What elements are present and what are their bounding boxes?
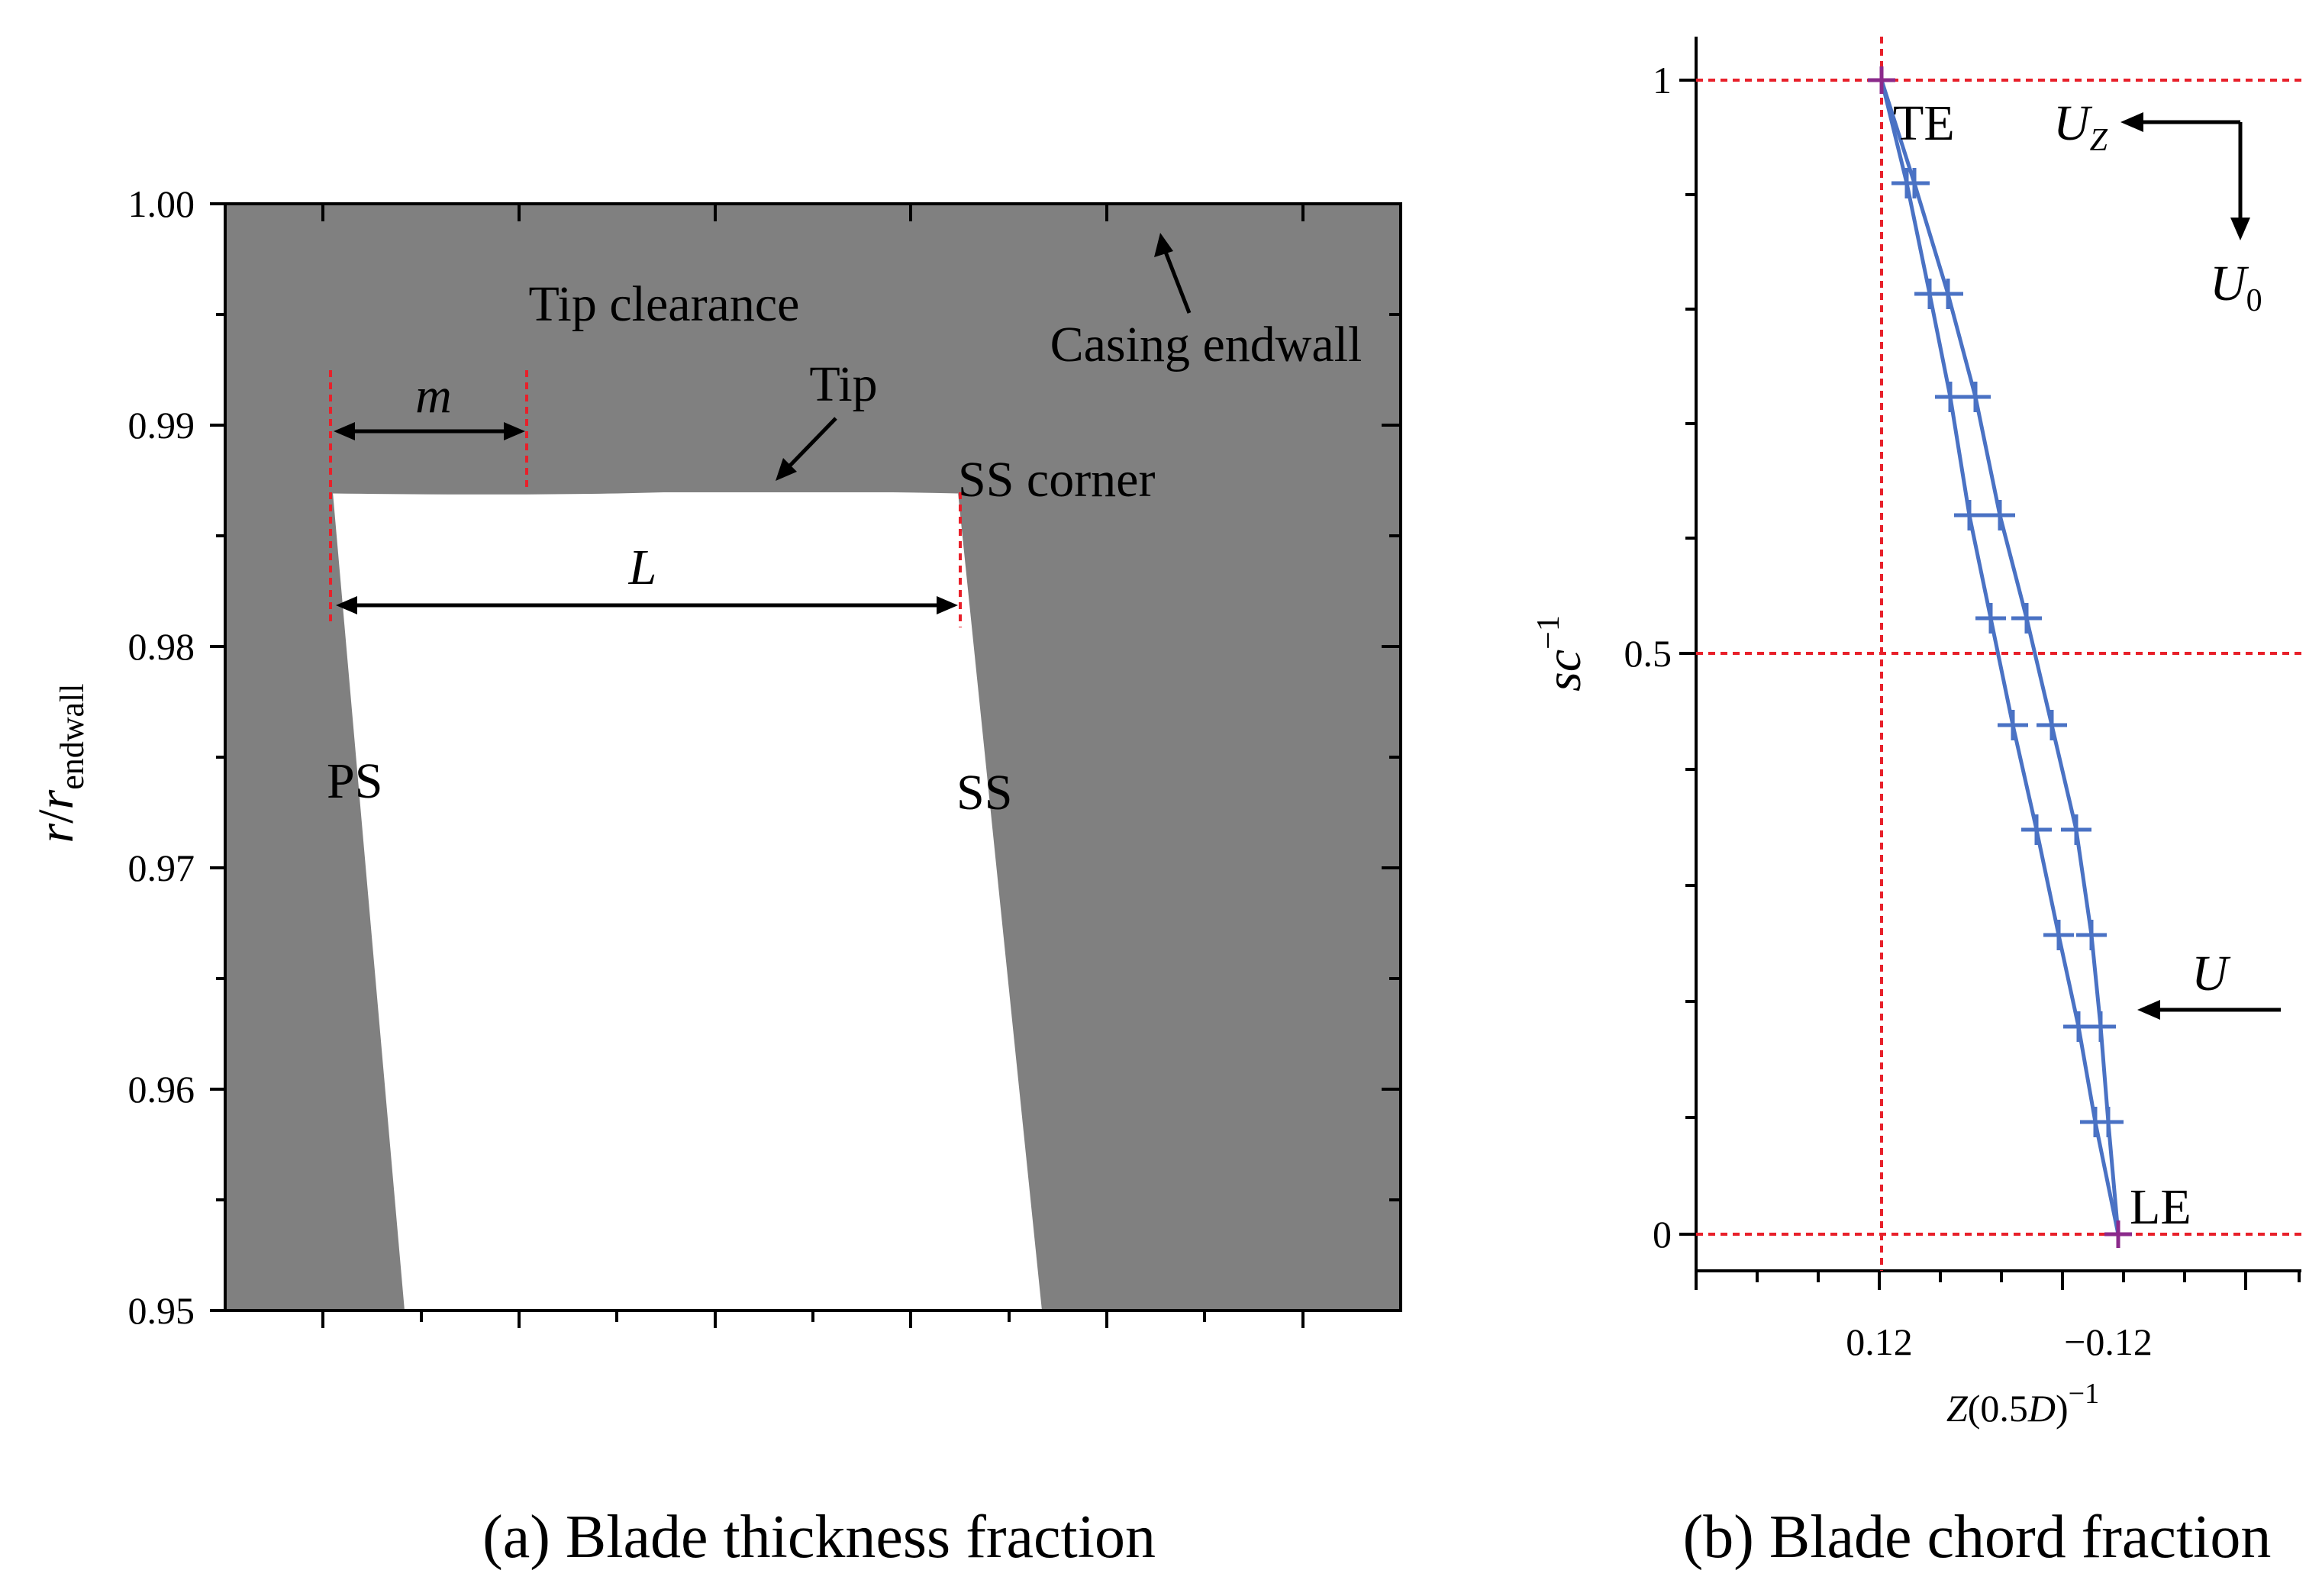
marker-pair [1954, 500, 2015, 530]
panel-b-caption: (b) Blade chord fraction [1683, 1504, 2272, 1571]
profile-markers [1891, 168, 2124, 1137]
marker-pair [2043, 920, 2107, 950]
y-tick-label: 0 [1653, 1213, 1672, 1256]
panel-a-guides [329, 370, 962, 627]
marker-pair [2063, 1011, 2116, 1042]
ss-corner-label: SS corner [958, 452, 1155, 508]
panel-b-x-axis-label: Z(0.5D)−1 [1946, 1378, 2099, 1430]
profile-lower-surface [1879, 79, 2120, 1235]
u-label: U [2191, 946, 2231, 1001]
l-label: L [628, 540, 657, 595]
panel-b: 1 0.5 0 0.12 −0.12 sc−1 Z(0.5D)−1 [1531, 37, 2301, 1571]
marker-pair [1935, 382, 1991, 412]
u-arrow [2137, 1000, 2281, 1020]
marker-pair [1891, 168, 1930, 198]
te-label: TE [1893, 95, 1955, 151]
panel-a-y-axis-label: r/rendwall [28, 683, 91, 843]
panel-a-y-tick-labels: 1.00 0.99 0.98 0.97 0.96 0.95 [128, 182, 195, 1332]
panel-a: 1.00 0.99 0.98 0.97 0.96 0.95 r/rendwall… [28, 182, 1402, 1571]
marker-pair [2080, 1107, 2124, 1137]
profile-endpoints [1868, 66, 2132, 1248]
casing-endwall-label: Casing endwall [1050, 317, 1363, 372]
uz-label: UZ [2053, 95, 2108, 158]
m-dimension-arrow [334, 422, 525, 440]
marker-pair [1975, 603, 2042, 634]
y-tick-label: 1.00 [128, 182, 195, 225]
le-point [2104, 1220, 2132, 1248]
y-tick-label: 0.98 [128, 625, 195, 668]
u0-label: U0 [2210, 256, 2262, 318]
panel-b-guides [1696, 37, 2301, 1271]
m-label: m [415, 368, 452, 424]
ps-label: PS [327, 753, 382, 809]
panel-b-y-ticks [1679, 79, 1696, 1236]
y-tick-label: 0.97 [128, 846, 195, 889]
y-tick-label: 0.95 [128, 1289, 195, 1332]
x-tick-label: −0.12 [2064, 1320, 2153, 1363]
blade-section [333, 492, 1042, 1311]
marker-pair [1914, 279, 1963, 309]
x-tick-label: 0.12 [1846, 1320, 1913, 1363]
blade-profile [1879, 79, 2120, 1235]
y-tick-label: 0.96 [128, 1068, 195, 1111]
ss-label: SS [956, 765, 1012, 821]
panel-b-x-ticks [1695, 1271, 2301, 1290]
panel-a-x-ticks [321, 204, 1305, 1328]
casing-endwall-arrow [1154, 233, 1192, 314]
y-tick-label: 1 [1653, 59, 1672, 102]
blade-tip-edge [332, 488, 959, 495]
profile-upper-surface [1879, 79, 2120, 1235]
l-dimension-arrow [336, 596, 958, 614]
tip-clearance-label: Tip clearance [529, 276, 800, 332]
uz-u0-arrow [2120, 112, 2250, 240]
marker-pair [2021, 814, 2091, 845]
y-tick-label: 0.99 [128, 404, 195, 447]
panel-b-y-axis-label: sc−1 [1531, 615, 1592, 692]
le-label: LE [2130, 1179, 2191, 1235]
panel-a-y-ticks [210, 202, 1401, 1312]
tip-arrow [776, 417, 837, 481]
y-tick-label: 0.5 [1624, 632, 1672, 675]
te-point [1868, 66, 1895, 94]
panel-a-caption: (a) Blade thickness fraction [482, 1504, 1156, 1571]
marker-pair [1998, 710, 2067, 740]
tip-label: Tip [809, 356, 877, 412]
